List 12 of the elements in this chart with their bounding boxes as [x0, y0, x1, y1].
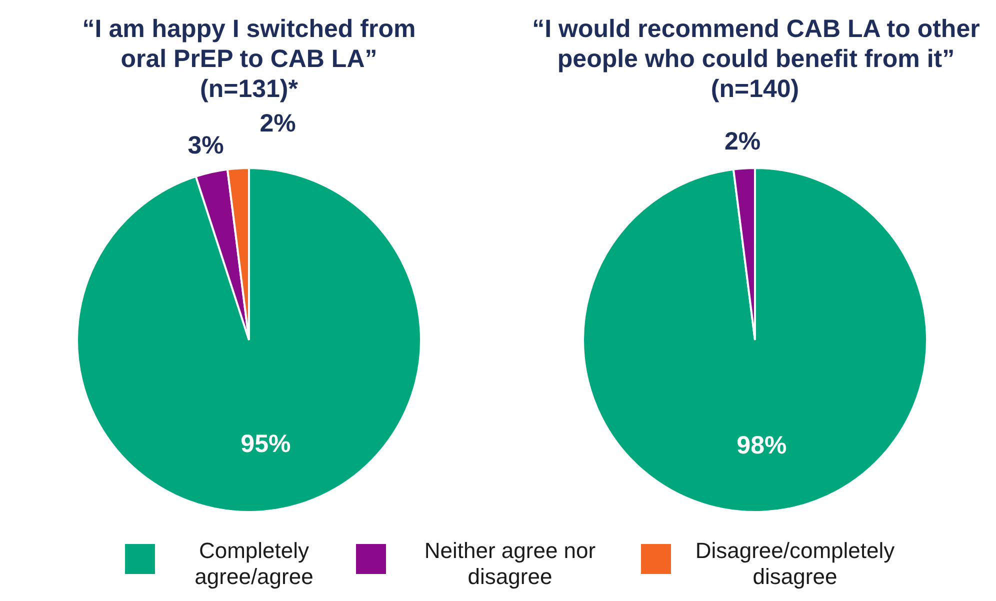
- data-label: 95%: [240, 430, 291, 458]
- legend-label: Completely agree/agree: [194, 538, 314, 590]
- chart-subtitle: (n=140): [710, 74, 800, 104]
- legend-label: Disagree/completely disagree: [694, 538, 896, 590]
- legend-label: Neither agree nor disagree: [423, 538, 597, 590]
- chart-title: “I would recommend CAB LA to other people who could benefit from it”: [531, 14, 981, 74]
- chart-title: “I am happy I switched from oral PrEP to CAB LA”: [81, 14, 417, 74]
- data-label: 2%: [724, 127, 761, 156]
- data-label: 2%: [260, 110, 296, 138]
- data-label: 3%: [188, 132, 224, 160]
- data-label: 98%: [736, 431, 787, 460]
- chart-subtitle: (n=131)*: [199, 74, 299, 104]
